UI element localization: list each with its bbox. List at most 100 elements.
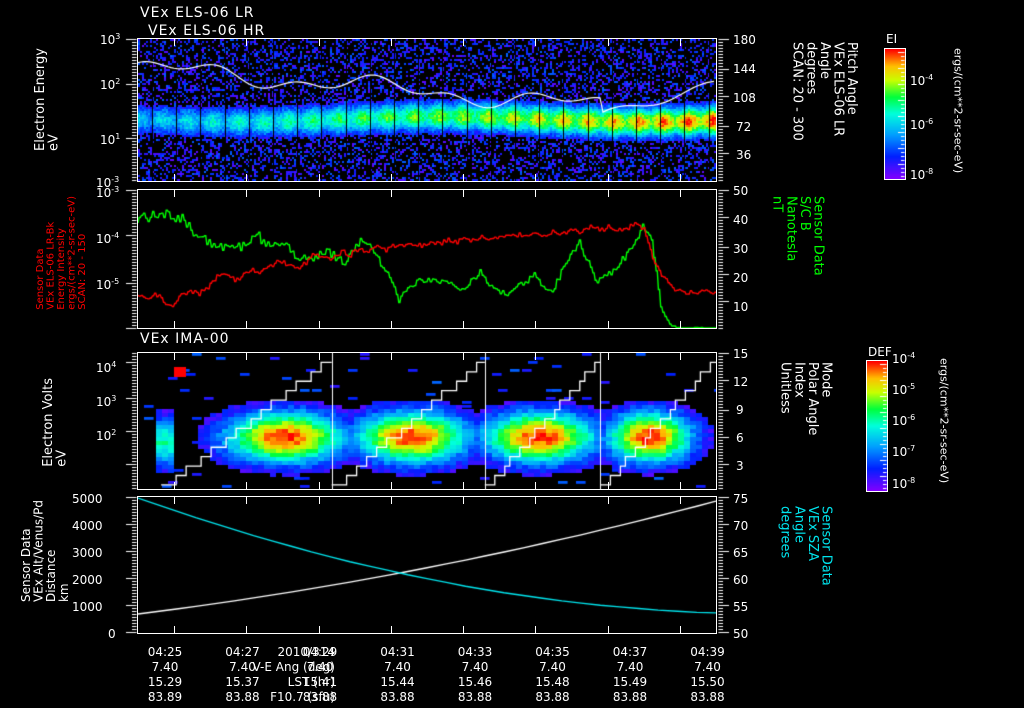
tick-label: 103 <box>100 32 121 48</box>
panel2-right-minorticks <box>718 188 730 330</box>
tick-label: 10-7 <box>892 444 916 460</box>
x-axis-tick <box>463 497 465 504</box>
tick-label: 108 <box>733 91 756 105</box>
table-time-value: 04:29 <box>302 645 338 659</box>
x-axis-tick <box>679 39 681 46</box>
x-axis-tick <box>679 174 681 181</box>
table-cell-value: 15.29 <box>147 675 183 689</box>
panel1-title-hr: VEx ELS-06 HR <box>148 23 266 39</box>
tick-label: 15 <box>733 347 749 361</box>
panel3-left-minorticks <box>125 351 137 491</box>
tick-label: 40 <box>733 213 749 227</box>
x-axis-tick <box>174 39 176 46</box>
panel1-right-axis-label: Pitch Angle VEx ELS-06 LR Angle degrees … <box>789 42 860 141</box>
table-row-label: V-E Ang (deg) <box>252 660 335 674</box>
table-cell-value: 15.50 <box>690 675 725 689</box>
tick-label: 5000 <box>72 492 103 506</box>
tick-label: 72 <box>736 120 752 134</box>
colorbar1 <box>884 48 906 180</box>
table-cell-value: 15.48 <box>535 675 570 689</box>
table-cell-value: 15.37 <box>225 675 260 689</box>
table-cell-value: 15.49 <box>612 675 648 689</box>
x-axis-tick <box>463 174 465 181</box>
panel4-left-axis-label: Sensor Data VEx Alt/Venus/Pd Distance km <box>19 500 71 603</box>
table-cell-value: 83.88 <box>535 690 570 704</box>
x-axis-tick <box>246 626 248 633</box>
x-axis-tick <box>463 321 465 328</box>
x-axis-tick <box>679 482 681 489</box>
x-axis-tick <box>463 39 465 46</box>
table-cell-value: 15.46 <box>457 675 493 689</box>
tick-label: 10-4 <box>892 351 916 367</box>
x-axis-tick <box>390 482 392 489</box>
x-axis-tick <box>318 626 320 633</box>
table-cell-value: 83.88 <box>380 690 415 704</box>
tick-label: 104 <box>96 360 117 376</box>
x-axis-tick <box>174 353 176 360</box>
panel2-left-minorticks <box>125 188 137 330</box>
x-axis-tick <box>390 353 392 360</box>
tick-label: 102 <box>96 428 117 444</box>
tick-label: 10-5 <box>892 382 916 398</box>
tick-label: 36 <box>736 148 752 162</box>
panel1-left-minorticks <box>125 37 137 183</box>
x-axis-tick <box>246 190 248 197</box>
x-axis-tick <box>607 174 609 181</box>
table-cell-value: 83.88 <box>457 690 493 704</box>
tick-label: 10 <box>733 300 749 314</box>
x-axis-tick <box>535 174 537 181</box>
tick-label: 10-4 <box>96 231 120 247</box>
table-cell-value: 15.41 <box>302 675 338 689</box>
x-axis-tick <box>463 190 465 197</box>
table-time-value: 04:31 <box>380 645 415 659</box>
panel2-right-axis-label: Sensor Data S/C B Nanotesla nT <box>769 196 826 276</box>
tick-label: 103 <box>96 394 117 410</box>
x-axis-tick <box>607 39 609 46</box>
panel3-right-minorticks <box>718 351 730 491</box>
tick-label: 3 <box>736 459 744 473</box>
x-axis-tick <box>246 353 248 360</box>
x-axis-tick <box>607 353 609 360</box>
tick-label: 101 <box>100 132 121 148</box>
tick-label: 10-3 <box>96 175 120 191</box>
tick-label: 10-4 <box>910 73 934 89</box>
panel3-right-axis-label: Mode Polar Angle Index Unitless <box>777 362 834 436</box>
x-axis-tick <box>390 497 392 504</box>
table-cell-value: 83.88 <box>690 690 725 704</box>
tick-label: 4000 <box>72 519 103 533</box>
x-axis-tick <box>679 497 681 504</box>
x-axis-tick <box>390 321 392 328</box>
x-axis-tick <box>318 497 320 504</box>
x-axis-tick <box>246 321 248 328</box>
tick-label: 10-6 <box>910 117 934 133</box>
table-cell-value: 7.40 <box>694 660 721 674</box>
x-axis-tick <box>607 497 609 504</box>
panel3-plot <box>137 352 717 490</box>
tick-label: 70 <box>733 519 749 533</box>
table-cell-value: 83.88 <box>225 690 260 704</box>
tick-label: 20 <box>733 271 749 285</box>
x-axis-tick <box>535 482 537 489</box>
x-axis-tick <box>318 39 320 46</box>
colorbar2-name: DEF <box>868 345 892 359</box>
panel4-right-minorticks <box>718 495 730 635</box>
x-axis-tick <box>463 353 465 360</box>
panel4-plot <box>137 496 717 634</box>
x-axis-tick <box>390 626 392 633</box>
tick-label: 10-5 <box>96 277 120 293</box>
x-axis-tick <box>390 174 392 181</box>
panel1-right-minorticks <box>718 37 730 183</box>
x-axis-tick <box>535 626 537 633</box>
x-axis-tick <box>463 482 465 489</box>
tick-label: 55 <box>733 600 749 614</box>
x-axis-tick <box>535 190 537 197</box>
tick-label: 2000 <box>72 573 103 587</box>
x-axis-tick <box>318 321 320 328</box>
x-axis-tick <box>246 482 248 489</box>
tick-label: 10-8 <box>892 476 916 492</box>
x-axis-tick <box>174 497 176 504</box>
tick-label: 10-8 <box>910 167 934 183</box>
panel1-plot <box>137 38 717 182</box>
table-time-value: 04:25 <box>147 645 183 659</box>
tick-label: 60 <box>733 573 749 587</box>
